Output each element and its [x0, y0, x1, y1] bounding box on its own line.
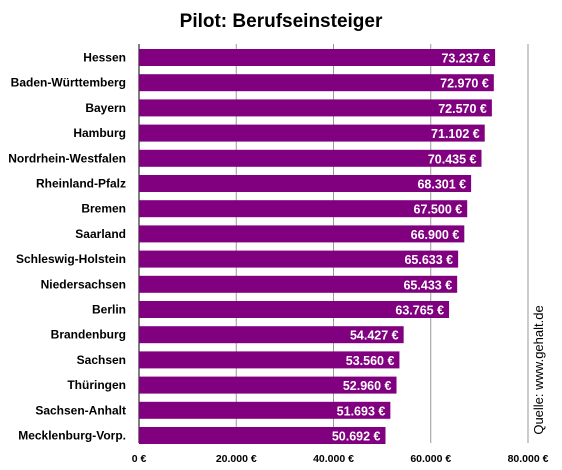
x-tick-label: 80.000 € [508, 453, 549, 465]
chart-title: Pilot: Berufseinsteiger [180, 11, 383, 32]
category-label: Hessen [83, 51, 126, 65]
bar [139, 124, 485, 142]
bar [139, 275, 458, 293]
value-label: 52.960 € [343, 379, 392, 393]
x-tick-label: 60.000 € [410, 453, 451, 465]
category-label: Niedersachsen [41, 277, 126, 291]
value-label: 68.301 € [417, 178, 466, 192]
category-label: Thüringen [67, 378, 126, 392]
source-note: Quelle: www.gehalt.de [531, 305, 546, 434]
category-label: Sachsen [77, 353, 126, 367]
category-label: Hamburg [73, 126, 126, 140]
value-label: 53.560 € [346, 354, 395, 368]
value-label: 65.633 € [404, 253, 453, 267]
bar [139, 376, 397, 394]
category-label: Nordrhein-Westfalen [8, 151, 126, 165]
bar [139, 175, 472, 192]
bar [139, 250, 459, 268]
bars [139, 49, 496, 444]
category-label: Baden-Württemberg [11, 76, 126, 90]
value-label: 50.692 € [332, 430, 381, 444]
value-label: 66.900 € [411, 228, 460, 242]
bar [139, 401, 391, 419]
bar [139, 74, 494, 92]
value-label: 54.427 € [350, 329, 399, 343]
value-labels: 73.237 € 72.970 € 72.570 € 71.102 € 70.435 €… [332, 52, 490, 444]
category-label: Bremen [81, 202, 126, 216]
x-axis-ticks: 0 € 20.000 € 40.000 € 60.000 € 80.000 € [132, 453, 549, 465]
category-labels: Hessen Baden-Württemberg Bayern Hamburg Nord… [8, 51, 126, 443]
value-label: 63.765 € [395, 304, 444, 318]
value-label: 67.500 € [414, 203, 463, 217]
category-label: Saarland [75, 227, 126, 241]
value-label: 70.435 € [428, 152, 477, 166]
bar [139, 225, 465, 243]
bar [139, 351, 400, 369]
value-label: 71.102 € [431, 127, 480, 141]
category-label: Berlin [92, 303, 126, 317]
bar [139, 200, 468, 218]
bar [139, 99, 492, 117]
bar [139, 149, 482, 167]
x-tick-label: 40.000 € [313, 453, 354, 465]
bar [139, 326, 404, 344]
category-label: Mecklenburg-Vorp. [18, 429, 126, 443]
bar [139, 49, 496, 66]
value-label: 72.570 € [438, 102, 487, 116]
category-label: Schleswig-Holstein [16, 252, 126, 266]
value-label: 65.433 € [403, 278, 452, 292]
value-label: 73.237 € [441, 52, 490, 66]
category-label: Sachsen-Anhalt [35, 403, 126, 417]
value-label: 51.693 € [337, 404, 386, 418]
x-tick-label: 20.000 € [216, 453, 257, 465]
category-label: Brandenburg [51, 328, 126, 342]
category-label: Rheinland-Pfalz [36, 177, 126, 191]
bar [139, 427, 386, 444]
x-tick-label: 0 € [132, 453, 147, 465]
value-label: 72.970 € [440, 77, 489, 91]
bar [139, 301, 450, 318]
category-label: Bayern [85, 101, 126, 115]
